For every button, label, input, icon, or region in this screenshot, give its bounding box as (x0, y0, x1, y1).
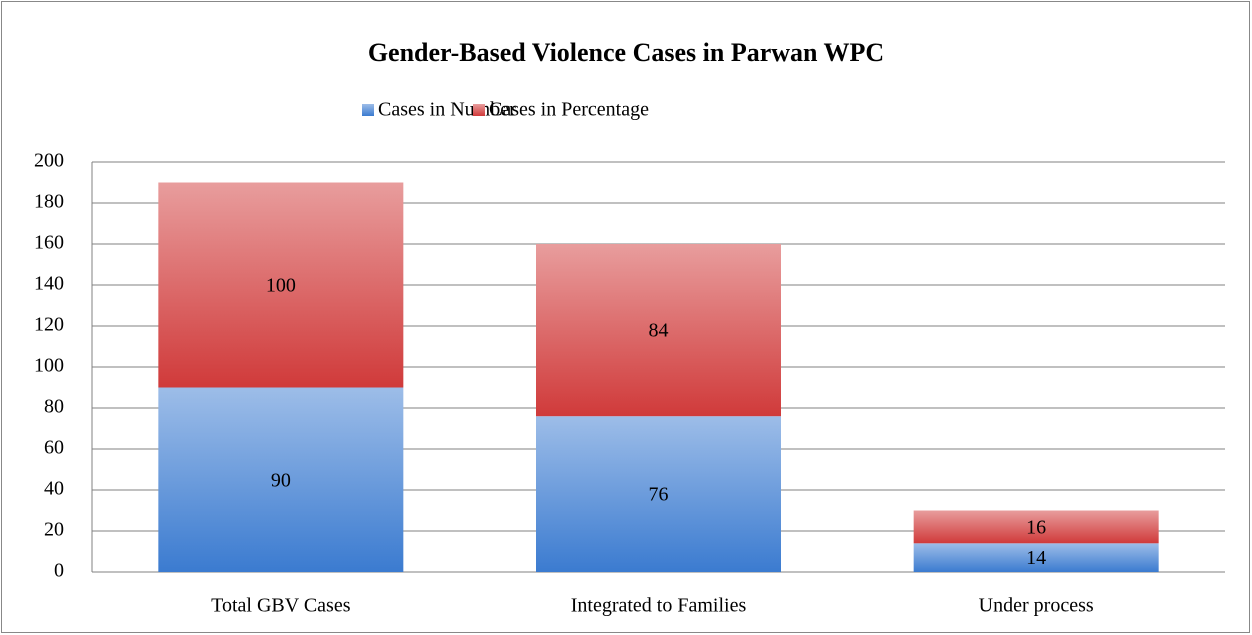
x-tick-label: Integrated to Families (571, 595, 747, 617)
bar-segment (536, 416, 781, 572)
y-tick-label: 0 (54, 560, 64, 582)
data-label: 16 (1026, 516, 1046, 538)
y-tick-label: 100 (34, 355, 64, 377)
y-tick-label: 200 (34, 150, 64, 172)
data-label: 100 (266, 275, 296, 297)
bar-segment (536, 244, 781, 417)
bar-segment (913, 510, 1159, 544)
bar-segment (158, 182, 404, 388)
legend-marker (473, 104, 485, 116)
bar-segment (913, 543, 1159, 572)
x-tick-label: Total GBV Cases (211, 595, 351, 617)
bar-segment (158, 387, 404, 572)
y-tick-label: 160 (34, 232, 64, 254)
y-tick-label: 120 (34, 314, 64, 336)
legend-label: Cases in Percentage (489, 99, 649, 121)
y-tick-label: 40 (44, 478, 64, 500)
data-label: 90 (271, 469, 291, 491)
y-tick-label: 180 (34, 191, 64, 213)
data-label: 84 (649, 320, 669, 342)
x-tick-label: Under process (979, 595, 1094, 617)
y-tick-label: 140 (34, 273, 64, 295)
y-tick-label: 80 (44, 396, 64, 418)
data-label: 14 (1026, 547, 1046, 569)
y-tick-label: 20 (44, 519, 64, 541)
data-label: 76 (649, 484, 669, 506)
legend-marker (362, 104, 374, 116)
chart-title: Gender-Based Violence Cases in Parwan WP… (368, 38, 884, 67)
y-tick-label: 60 (44, 437, 64, 459)
